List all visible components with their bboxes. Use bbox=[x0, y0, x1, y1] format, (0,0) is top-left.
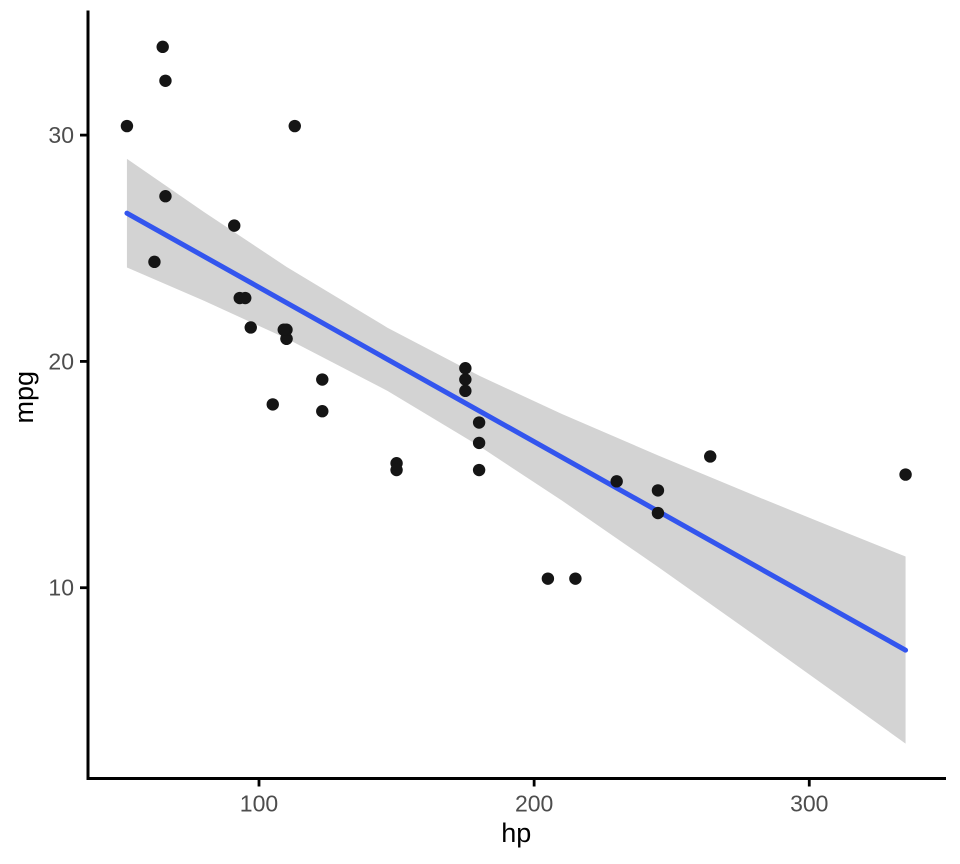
confidence-band bbox=[126, 158, 906, 744]
regression-line-layer bbox=[124, 210, 909, 653]
data-point bbox=[390, 463, 403, 477]
data-point bbox=[316, 373, 329, 386]
x-tick-label: 200 bbox=[515, 791, 553, 817]
x-tick-label: 300 bbox=[790, 791, 828, 817]
data-point bbox=[120, 119, 134, 133]
data-point bbox=[472, 463, 486, 477]
data-points-layer bbox=[120, 40, 912, 585]
data-point bbox=[244, 321, 257, 334]
data-point bbox=[159, 190, 172, 203]
regression-line bbox=[124, 210, 909, 653]
data-point bbox=[459, 384, 472, 398]
confidence-band-layer bbox=[126, 158, 906, 744]
data-point bbox=[228, 219, 241, 232]
data-point bbox=[704, 450, 717, 463]
data-point bbox=[651, 506, 665, 520]
axis-lines bbox=[86, 10, 946, 780]
x-axis-title: hp bbox=[501, 818, 531, 848]
y-tick-label: 30 bbox=[48, 122, 74, 148]
data-point bbox=[148, 255, 161, 269]
data-point bbox=[472, 436, 486, 450]
data-point bbox=[239, 291, 252, 305]
data-point bbox=[651, 484, 665, 497]
tick-layer: 100 200 300 10 20 30 bbox=[48, 122, 828, 816]
data-point bbox=[277, 323, 290, 336]
axes-layer bbox=[86, 10, 946, 780]
data-point bbox=[159, 74, 172, 87]
y-axis-title: mpg bbox=[9, 371, 39, 424]
data-point bbox=[899, 468, 912, 481]
data-point bbox=[610, 475, 623, 488]
data-point bbox=[472, 416, 486, 429]
data-point bbox=[459, 373, 472, 386]
x-tick-label: 100 bbox=[240, 791, 278, 817]
y-tick-label: 20 bbox=[48, 348, 74, 374]
data-point bbox=[569, 572, 582, 585]
data-point bbox=[459, 362, 472, 375]
data-point bbox=[316, 405, 329, 418]
data-point bbox=[266, 398, 279, 411]
y-tick-label: 10 bbox=[48, 575, 74, 601]
data-point bbox=[288, 119, 301, 133]
data-point bbox=[156, 40, 169, 54]
data-point bbox=[541, 572, 555, 585]
